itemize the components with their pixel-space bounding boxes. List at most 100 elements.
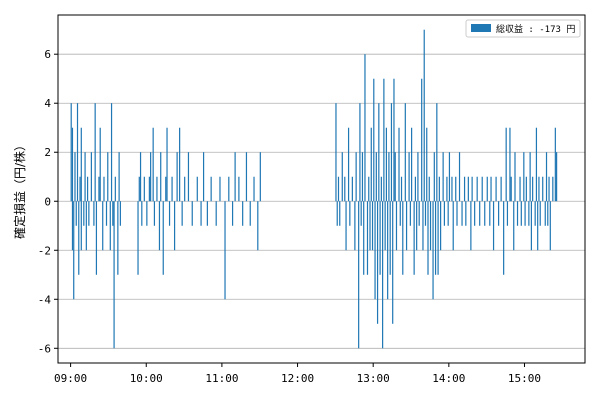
bar — [530, 201, 532, 251]
bar — [423, 29, 425, 202]
bar — [359, 103, 361, 202]
bar — [79, 176, 81, 202]
bar — [470, 201, 472, 251]
bar — [75, 201, 77, 226]
bar — [112, 201, 114, 226]
bar — [442, 152, 444, 202]
bar — [451, 176, 453, 202]
bar — [374, 201, 376, 300]
bar — [156, 176, 158, 202]
bar — [158, 201, 161, 251]
bar — [447, 201, 449, 226]
bar — [538, 176, 540, 202]
bar — [110, 103, 113, 202]
bar — [446, 176, 448, 202]
bar — [231, 201, 234, 226]
bar — [402, 201, 404, 275]
bar — [187, 152, 190, 202]
bar — [347, 127, 350, 202]
bar — [137, 201, 139, 275]
bar — [393, 78, 395, 202]
bar — [495, 176, 497, 202]
bar — [544, 201, 546, 226]
bar — [238, 176, 240, 202]
bar — [429, 201, 432, 251]
bar — [537, 201, 539, 251]
bar — [80, 201, 82, 251]
bar — [176, 152, 178, 202]
bar — [162, 201, 164, 275]
bar — [405, 201, 408, 251]
bar — [443, 201, 445, 226]
x-tick-label: 15:00 — [508, 372, 541, 385]
bar — [234, 152, 236, 202]
bar — [440, 201, 442, 251]
bar — [360, 201, 362, 226]
bar — [424, 201, 427, 226]
bar — [369, 201, 371, 251]
y-tick-label: 2 — [44, 146, 51, 159]
bar — [181, 201, 183, 226]
bar — [376, 201, 379, 324]
bar — [385, 127, 387, 202]
legend: 総収益 : -173 円 — [465, 19, 581, 38]
bar — [392, 201, 394, 324]
bar — [76, 103, 79, 202]
bar — [524, 201, 526, 226]
bar — [148, 176, 150, 202]
bar — [534, 201, 536, 226]
bar — [455, 176, 457, 202]
bar — [74, 152, 76, 202]
bar — [191, 201, 193, 226]
bar — [344, 176, 346, 202]
bar — [335, 103, 337, 202]
bar — [452, 201, 454, 251]
bar — [500, 176, 502, 202]
bar — [427, 201, 429, 275]
bar — [448, 152, 451, 202]
bar — [379, 201, 381, 275]
bar — [535, 127, 538, 202]
bar — [339, 201, 341, 226]
plot-frame — [57, 14, 586, 364]
bar — [400, 176, 403, 202]
bar — [542, 176, 544, 202]
bar — [413, 201, 415, 275]
bar — [498, 201, 500, 226]
bar — [474, 201, 476, 226]
bar — [71, 127, 74, 202]
y-tick-label: 0 — [44, 195, 51, 208]
x-tick-label: 11:00 — [205, 372, 238, 385]
bar — [523, 152, 525, 202]
bar — [253, 176, 255, 202]
bar — [404, 103, 406, 202]
bar — [242, 201, 244, 226]
bar — [432, 201, 434, 300]
bar — [525, 176, 527, 202]
bar — [160, 152, 162, 202]
bar — [168, 201, 171, 226]
bar — [361, 152, 364, 202]
bar — [102, 201, 104, 251]
bar — [224, 201, 226, 300]
bar — [519, 176, 521, 202]
bar — [358, 201, 360, 349]
bar — [173, 201, 176, 251]
bar — [179, 127, 181, 202]
bar — [456, 201, 458, 226]
bar — [394, 152, 396, 202]
bar — [547, 201, 549, 226]
bar — [86, 176, 89, 202]
bar — [345, 201, 347, 251]
bar — [426, 127, 428, 202]
bar — [139, 152, 142, 202]
bar — [98, 176, 100, 202]
legend-swatch — [471, 24, 491, 32]
bar — [505, 127, 507, 202]
bar — [219, 176, 221, 202]
x-tick-label: 13:00 — [357, 372, 390, 385]
y-tick-label: -6 — [38, 342, 51, 355]
bar — [399, 201, 401, 226]
bar — [83, 201, 85, 226]
